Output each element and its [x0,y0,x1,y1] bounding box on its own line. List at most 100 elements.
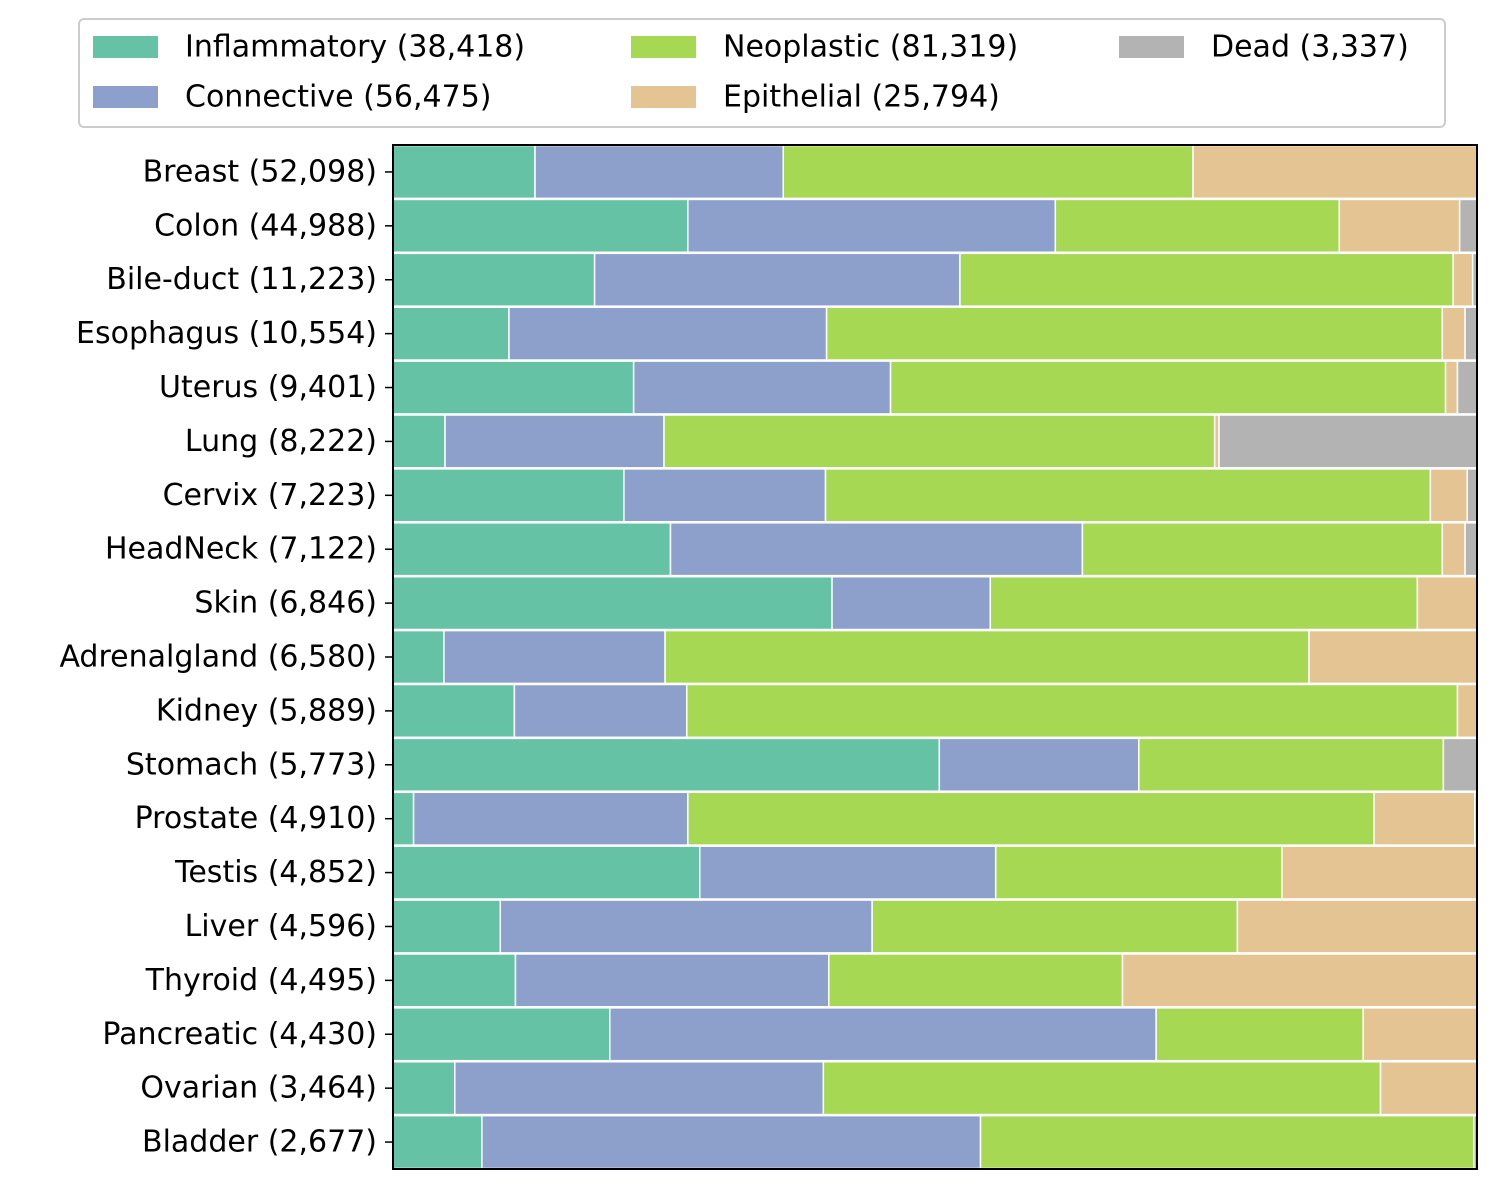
bar-2-16 [1155,1007,1364,1062]
bar-3-9 [1308,629,1478,685]
y-tick-label: Pancreatic (4,430) [102,1017,377,1052]
y-tick-label: Uterus (9,401) [159,370,377,405]
legend-frame [78,18,1446,128]
bar-3-16 [1362,1007,1478,1062]
bar-4-4 [1456,360,1478,415]
y-tick-label: Colon (44,988) [154,208,377,243]
bar-1-2 [593,252,961,307]
bar-3-17 [1379,1060,1478,1116]
bar-3-8 [1416,575,1478,631]
y-tick-label: Skin (6,846) [194,586,377,621]
bar-0-4 [392,360,635,415]
legend-label: Dead (3,337) [1211,30,1409,65]
legend-label: Neoplastic (81,319) [723,30,1018,65]
legend-label: Epithelial (25,794) [723,80,1000,115]
bar-2-12 [687,791,1375,846]
y-tick-label: Bile-duct (11,223) [106,262,377,297]
bar-1-4 [632,360,892,415]
y-tick-label: Adrenalgland (6,580) [59,640,377,675]
bar-0-5 [392,414,446,469]
bar-0-1 [392,198,689,254]
bar-1-12 [412,791,689,846]
bar-0-6 [392,468,625,523]
bar-3-1 [1338,198,1461,254]
bar-0-12 [392,791,415,846]
legend-swatch-2 [631,36,696,58]
bar-0-7 [392,522,672,577]
bar-2-17 [822,1060,1382,1116]
bar-3-3 [1441,306,1466,361]
bar-2-11 [1138,737,1445,792]
bar-4-6 [1466,468,1478,523]
bar-2-15 [828,953,1124,1008]
bar-2-9 [664,629,1310,685]
bar-1-8 [831,575,992,631]
bar-4-11 [1442,737,1478,792]
bar-3-12 [1373,791,1476,846]
y-tick-label: Kidney (5,889) [156,693,377,728]
bar-1-5 [444,414,665,469]
bar-2-4 [889,360,1447,415]
y-tick-label: Lung (8,222) [185,424,377,459]
legend-swatch-1 [93,86,158,108]
bar-2-1 [1054,198,1341,254]
bar-3-2 [1452,252,1474,307]
bar-2-2 [959,252,1454,307]
bar-0-10 [392,683,516,739]
bar-0-2 [392,252,596,307]
bar-0-15 [392,953,517,1008]
y-tick-label: Bladder (2,677) [142,1125,377,1160]
bar-3-0 [1192,144,1478,200]
bar-0-11 [392,737,941,792]
bar-0-0 [392,144,536,200]
bar-2-13 [994,845,1283,900]
bar-1-7 [669,522,1084,577]
bar-1-18 [481,1114,982,1170]
bar-3-15 [1121,953,1478,1008]
bar-1-1 [687,198,1057,254]
bar-0-8 [392,575,833,631]
y-tick-label: HeadNeck (7,122) [105,532,377,567]
bar-0-14 [392,899,502,954]
bar-1-0 [534,144,784,200]
bar-3-4 [1444,360,1459,415]
bar-2-3 [825,306,1444,361]
bars [392,144,1478,1170]
bar-2-8 [989,575,1419,631]
bar-2-14 [871,899,1239,954]
bar-1-6 [623,468,827,523]
bar-0-3 [392,306,510,361]
bar-0-17 [392,1060,456,1116]
bar-1-13 [699,845,997,900]
legend-label: Inflammatory (38,418) [185,30,525,65]
bar-1-17 [454,1060,825,1116]
bar-2-0 [782,144,1194,200]
bar-3-13 [1281,845,1478,900]
bar-2-18 [979,1114,1475,1170]
legend-swatch-4 [1119,36,1184,58]
bar-1-11 [938,737,1140,792]
bar-4-3 [1464,306,1478,361]
bar-3-14 [1236,899,1478,954]
bar-2-6 [824,468,1432,523]
y-tick-label: Ovarian (3,464) [140,1071,377,1106]
legend-swatch-0 [93,36,158,58]
bar-1-3 [508,306,828,361]
legend-label: Connective (56,475) [185,80,492,115]
bar-1-10 [513,683,688,739]
bar-2-10 [686,683,1459,739]
plot-frame [392,144,1478,1170]
bar-0-18 [392,1114,483,1170]
y-axis-labels: Breast (52,098) Colon (44,988) Bile-duct (… [59,154,393,1160]
bar-2-7 [1081,522,1444,577]
bar-1-14 [499,899,873,954]
bar-0-16 [392,1007,611,1062]
bar-3-7 [1441,522,1466,577]
bar-1-16 [609,1007,1157,1062]
bar-3-10 [1456,683,1478,739]
y-tick-label: Testis (4,852) [174,855,377,890]
bar-0-13 [392,845,701,900]
legend: Inflammatory (38,418) Connective (56,475)… [78,18,1446,128]
y-tick-label: Breast (52,098) [143,154,377,189]
